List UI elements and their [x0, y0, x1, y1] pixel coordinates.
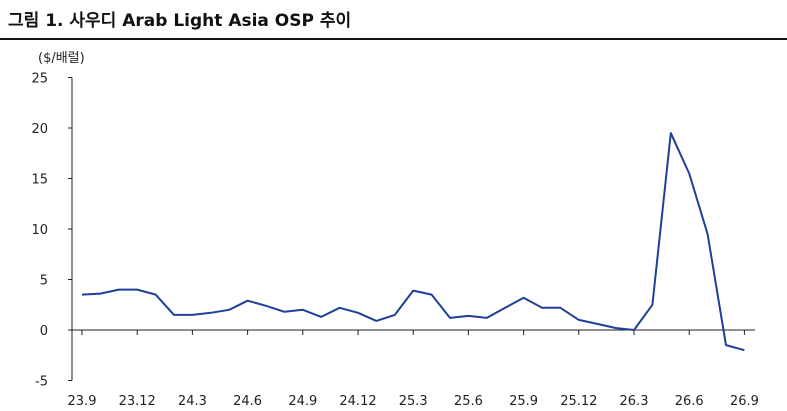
- x-tick-label: 26.3: [620, 394, 649, 409]
- y-tick-label: 5: [40, 274, 48, 289]
- x-tick-label: 26.6: [675, 394, 704, 409]
- y-tick-label: 15: [31, 173, 48, 188]
- series-line: [81, 132, 745, 352]
- y-axis-unit-label: ($/배럴): [38, 51, 85, 66]
- x-tick-label: 25.6: [454, 394, 483, 409]
- x-tick-label: 24.9: [288, 394, 317, 409]
- x-tick-label: 25.3: [399, 394, 428, 409]
- y-tick-label: 0: [40, 324, 48, 339]
- y-tick-label: 20: [31, 122, 48, 137]
- y-tick-label: 25: [31, 72, 48, 87]
- y-tick-label: -5: [35, 375, 48, 390]
- x-tick-label: 24.12: [339, 394, 376, 409]
- x-tick-label: 26.9: [730, 394, 759, 409]
- title-rule: [0, 38, 787, 40]
- x-tick-label: 24.3: [178, 394, 207, 409]
- x-tick-label: 23.12: [119, 394, 156, 409]
- x-tick-label: 25.12: [560, 394, 597, 409]
- x-tick-label: 24.6: [233, 394, 262, 409]
- y-tick-label: 10: [31, 223, 48, 238]
- x-tick-label: 23.9: [68, 394, 97, 409]
- chart-title: 그림 1. 사우디 Arab Light Asia OSP 추이: [8, 11, 352, 31]
- x-tick-label: 25.9: [509, 394, 538, 409]
